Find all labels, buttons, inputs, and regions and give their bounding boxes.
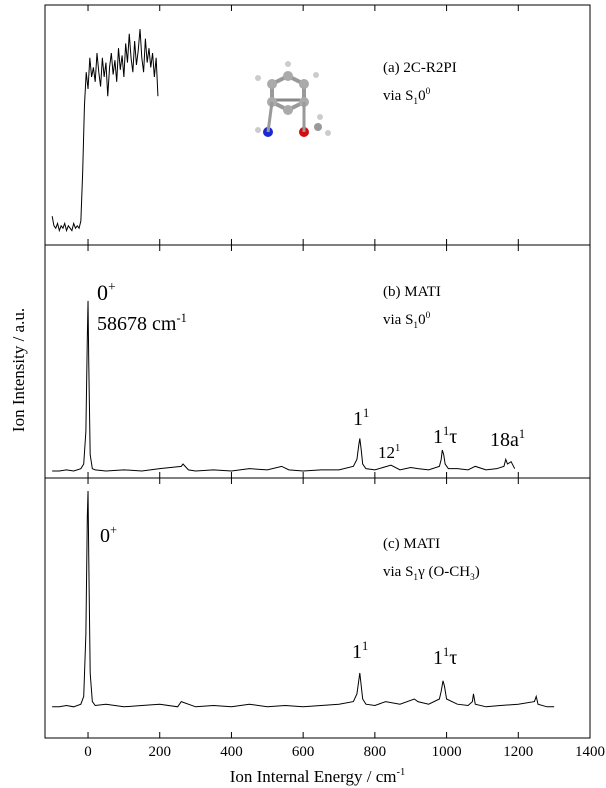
text-part: 1	[433, 647, 443, 669]
text-part: 0	[426, 87, 431, 97]
molecule-icon	[255, 61, 331, 137]
text-part: via S	[383, 564, 413, 580]
text-part: (a) 2C-R2PI	[383, 60, 457, 76]
text-part: 12	[378, 443, 395, 462]
x-tick-label: 0	[84, 744, 92, 760]
text-part: via S	[383, 312, 413, 328]
annotation: 11	[353, 406, 369, 430]
text-part: 0	[426, 311, 431, 321]
panel-frame	[45, 478, 590, 738]
chart: (a) 2C-R2PIvia S1000+58678 cm-1(b) MATIv…	[0, 0, 606, 788]
text-part: 1	[433, 426, 443, 448]
x-tick-label: 600	[292, 744, 315, 760]
spectrum-line	[52, 491, 554, 707]
x-tick-label: 1400	[575, 744, 605, 760]
text-part: -1	[176, 311, 186, 325]
text-part: Ion Internal Energy / cm	[230, 767, 397, 786]
text-part: τ	[449, 426, 457, 448]
annotation: 18a1	[490, 427, 525, 451]
x-tick-label: 200	[148, 744, 171, 760]
y-axis-label: Ion Intensity / a.u.	[9, 308, 28, 432]
annotation: 121	[378, 443, 400, 462]
annotation: (a) 2C-R2PI	[383, 60, 457, 76]
x-tick-label: 1200	[503, 744, 533, 760]
annotation: 58678 cm-1	[97, 311, 187, 335]
text-part: (c) MATI	[383, 536, 440, 552]
text-part: -1	[397, 767, 406, 778]
text-part: 0	[100, 525, 110, 547]
annotation: 0+	[97, 279, 116, 305]
annotation: (b) MATI	[383, 284, 441, 300]
x-tick-label: 800	[364, 744, 387, 760]
x-tick-label: 1000	[432, 744, 462, 760]
text-part: 0	[418, 88, 426, 104]
text-part: 1	[363, 406, 369, 420]
text-part: 0	[97, 280, 108, 305]
text-part: 1	[519, 427, 525, 441]
text-part: τ	[449, 647, 457, 669]
x-tick-label: 400	[220, 744, 243, 760]
annotation: via S1γ (O-CH3)	[383, 564, 480, 583]
text-part: 1	[352, 641, 362, 663]
annotation: (c) MATI	[383, 536, 440, 552]
text-part: (b) MATI	[383, 284, 441, 300]
text-part: +	[110, 523, 117, 537]
text-part: +	[108, 279, 116, 294]
spectrum-line	[52, 29, 158, 231]
text-part: 18a	[490, 429, 519, 451]
annotation: via S100	[383, 311, 431, 331]
text-part: via S	[383, 88, 413, 104]
text-part: 1	[353, 408, 363, 430]
annotation: 11τ	[433, 645, 457, 669]
annotation: 11τ	[433, 424, 457, 448]
annotation: 11	[352, 639, 368, 663]
annotation: 0+	[100, 523, 117, 547]
annotation: via S100	[383, 87, 431, 107]
text-part: )	[475, 564, 480, 580]
x-axis-label: Ion Internal Energy / cm-1	[230, 767, 406, 786]
text-part: 0	[418, 312, 426, 328]
text-part: γ (O-CH	[417, 564, 470, 580]
text-part: 1	[362, 639, 368, 653]
text-part: 1	[395, 443, 400, 454]
text-part: 58678 cm	[97, 313, 177, 335]
